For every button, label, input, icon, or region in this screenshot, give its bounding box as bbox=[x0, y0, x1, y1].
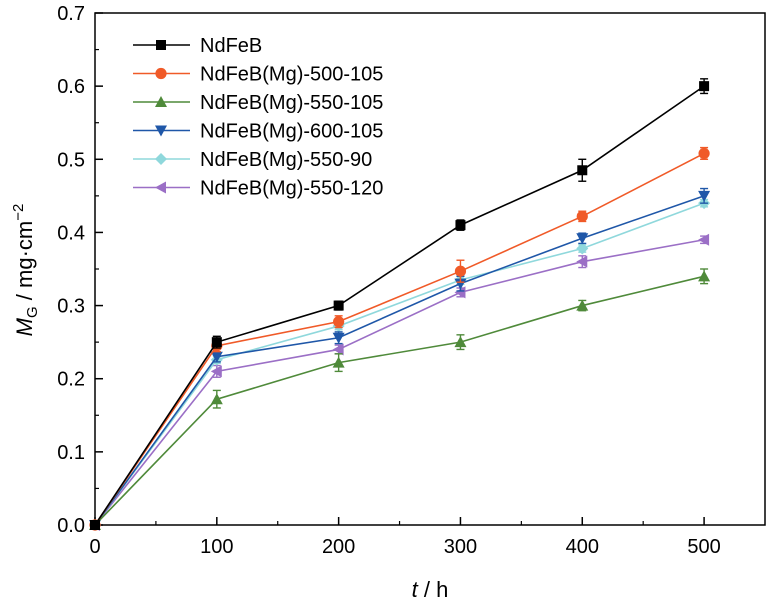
x-axis: 0 100 200 300 400 500 bbox=[89, 517, 721, 558]
y-tick-label: 0.7 bbox=[57, 3, 85, 25]
series-layer bbox=[89, 78, 711, 531]
legend-label: NdFeB(Mg)-600-105 bbox=[200, 121, 383, 143]
legend-label: NdFeB(Mg)-550-90 bbox=[200, 149, 372, 171]
y-tick-label: 0.0 bbox=[57, 515, 85, 537]
data-point-triangle-left bbox=[210, 365, 222, 378]
y-tick-label: 0.1 bbox=[57, 442, 85, 464]
data-point-square bbox=[156, 40, 166, 50]
legend-item: NdFeB(Mg)-550-105 bbox=[133, 92, 383, 114]
series-ndfeb-mg-500-105 bbox=[89, 146, 710, 531]
data-point-triangle-up bbox=[576, 299, 589, 311]
y-tick-label: 0.3 bbox=[57, 296, 85, 318]
x-tick-label: 500 bbox=[687, 536, 720, 558]
legend-label: NdFeB(Mg)-550-120 bbox=[200, 178, 383, 200]
data-point-circle bbox=[576, 210, 588, 222]
data-point-square bbox=[333, 300, 344, 311]
data-point-triangle-down bbox=[332, 332, 345, 344]
data-point-triangle-up bbox=[155, 96, 167, 107]
series-line bbox=[94, 152, 705, 526]
series-line bbox=[94, 195, 705, 526]
data-point-triangle-down bbox=[698, 190, 711, 202]
data-point-triangle-down bbox=[210, 351, 223, 363]
series-line bbox=[94, 85, 705, 526]
legend-item: NdFeB(Mg)-550-120 bbox=[133, 178, 383, 200]
data-point-square bbox=[455, 220, 466, 231]
series-ndfeb-mg-550-105 bbox=[89, 268, 711, 530]
data-point-square bbox=[211, 337, 222, 348]
data-point-square bbox=[577, 165, 588, 176]
data-point-triangle-left bbox=[332, 343, 344, 356]
x-tick-label: 0 bbox=[89, 536, 100, 558]
legend-label: NdFeB(Mg)-550-105 bbox=[200, 92, 383, 114]
x-tick-label: 100 bbox=[200, 536, 233, 558]
series-line bbox=[94, 202, 705, 526]
data-point-triangle-left bbox=[155, 181, 166, 194]
data-point-triangle-down bbox=[454, 278, 467, 290]
y-axis: 0.0 0.1 0.2 0.3 0.4 0.5 0.6 0.7 bbox=[57, 3, 103, 537]
x-tick-label: 400 bbox=[566, 536, 599, 558]
y-axis-title: MG / mg·cm−2 bbox=[10, 204, 41, 337]
legend: NdFeB NdFeB(Mg)-500-105 NdFeB(Mg)-550-105 N… bbox=[133, 35, 383, 200]
x-tick-label: 300 bbox=[444, 536, 477, 558]
data-point-triangle-left bbox=[698, 233, 710, 246]
plot-frame bbox=[94, 12, 766, 526]
legend-label: NdFeB bbox=[200, 35, 262, 57]
data-point-diamond bbox=[576, 242, 589, 255]
legend-label: NdFeB(Mg)-500-105 bbox=[200, 64, 383, 86]
series-ndfeb bbox=[90, 78, 710, 530]
legend-item: NdFeB(Mg)-550-90 bbox=[133, 149, 372, 171]
data-point-triangle-left bbox=[576, 255, 588, 268]
data-point-circle bbox=[333, 316, 345, 328]
series-line bbox=[94, 275, 705, 526]
data-point-square bbox=[90, 520, 100, 530]
legend-item: NdFeB(Mg)-500-105 bbox=[133, 64, 383, 86]
y-tick-label: 0.2 bbox=[57, 369, 85, 391]
data-point-triangle-left bbox=[454, 286, 466, 299]
x-tick-label: 200 bbox=[322, 536, 355, 558]
data-point-triangle-up bbox=[698, 270, 711, 282]
data-point-circle bbox=[698, 147, 710, 160]
y-tick-label: 0.6 bbox=[57, 76, 85, 98]
data-point-diamond bbox=[155, 153, 167, 165]
legend-item: NdFeB(Mg)-600-105 bbox=[133, 121, 383, 143]
series-ndfeb-mg-550-90 bbox=[89, 197, 711, 531]
data-point-triangle-up bbox=[210, 393, 223, 405]
y-tick-label: 0.4 bbox=[57, 222, 85, 244]
x-axis-title: t / h bbox=[412, 577, 449, 602]
series-line bbox=[94, 238, 705, 526]
legend-item: NdFeB bbox=[133, 35, 262, 57]
series-ndfeb-mg-600-105 bbox=[89, 187, 711, 531]
data-point-circle bbox=[454, 265, 467, 277]
data-point-square bbox=[699, 81, 710, 92]
data-point-triangle-up bbox=[332, 356, 345, 368]
data-point-circle bbox=[155, 67, 167, 80]
data-point-triangle-down bbox=[155, 125, 167, 137]
data-point-triangle-up bbox=[454, 336, 467, 348]
y-tick-label: 0.5 bbox=[57, 149, 85, 171]
data-point-triangle-down bbox=[576, 233, 589, 245]
series-ndfeb-mg-550-120 bbox=[89, 233, 710, 531]
